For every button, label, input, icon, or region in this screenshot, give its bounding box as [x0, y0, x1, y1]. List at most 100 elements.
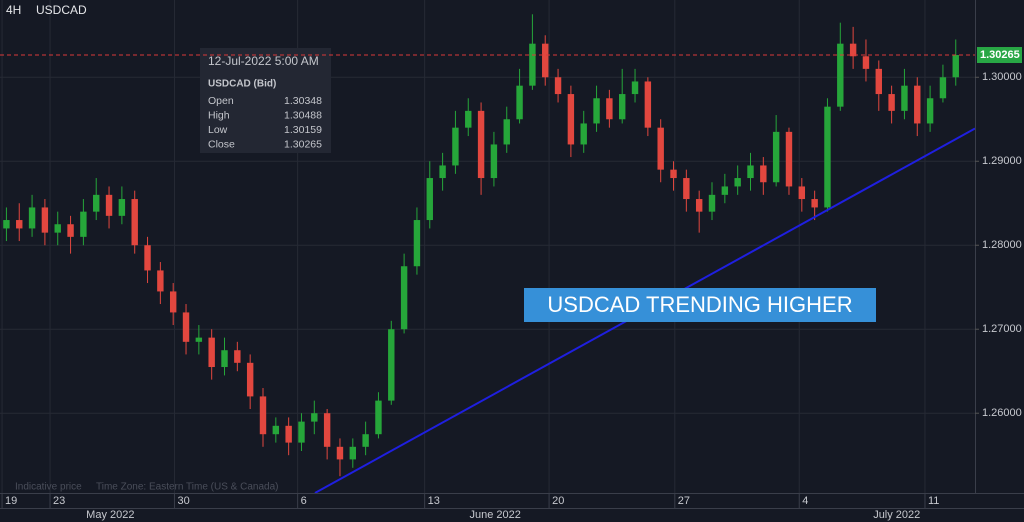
annotation-box: [524, 288, 876, 322]
candle-body: [837, 43, 844, 107]
candle-body: [529, 43, 536, 86]
tooltip-key: High: [208, 109, 230, 121]
x-tick-label: 19: [5, 495, 17, 507]
y-tick-label: 1.29000: [982, 155, 1022, 167]
tooltip-value: 1.30488: [284, 109, 322, 121]
month-label: July 2022: [873, 509, 920, 521]
candle-body: [477, 110, 485, 179]
candle-body: [503, 119, 510, 145]
tooltip-value: 1.30348: [284, 95, 322, 107]
tooltip-key: Open: [208, 95, 234, 107]
candle-body: [644, 81, 652, 128]
tooltip-instrument: USDCAD (Bid): [208, 79, 276, 90]
candle-body: [618, 94, 626, 120]
footnote: Time Zone: Eastern Time (US & Canada): [96, 482, 278, 493]
x-tick-label: 27: [678, 495, 690, 507]
tooltip-key: Low: [208, 124, 228, 136]
candle-body: [323, 413, 331, 447]
candle-body: [400, 266, 408, 330]
x-tick-label: 23: [53, 495, 65, 507]
candle-body: [798, 186, 806, 200]
candle-body: [144, 245, 151, 271]
candle-body: [785, 131, 793, 187]
tooltip-value: 1.30159: [284, 124, 322, 136]
candle-body: [567, 94, 575, 145]
tooltip-date: 12-Jul-2022 5:00 AM: [208, 54, 319, 68]
candle-body: [901, 85, 908, 111]
candle-body: [849, 43, 857, 57]
candle-body: [311, 413, 318, 422]
candle-body: [246, 362, 254, 397]
candle-body: [926, 98, 934, 124]
candle-body: [760, 165, 767, 183]
grid: [0, 0, 975, 493]
candle-body: [285, 425, 292, 443]
candle-body: [811, 199, 818, 208]
interval: 4H: [6, 3, 21, 17]
candle-body: [349, 446, 357, 460]
candle-body: [208, 337, 215, 368]
candle-body: [862, 56, 870, 69]
y-tick-label: 1.28000: [982, 239, 1022, 251]
candle-body: [259, 396, 267, 435]
candle-body: [105, 194, 113, 216]
y-tick-label: 1.26000: [982, 407, 1022, 419]
tooltip-key: Close: [208, 138, 235, 150]
tooltip-box: [200, 48, 331, 153]
tooltip-value: 1.30265: [284, 138, 322, 150]
candle-body: [465, 110, 472, 128]
candle-body: [593, 98, 600, 124]
x-tick-label: 30: [177, 495, 189, 507]
candle-body: [606, 98, 613, 120]
footnote: Indicative price: [15, 482, 82, 493]
candle-body: [28, 207, 36, 229]
candle-body: [747, 165, 754, 179]
candle-body: [16, 220, 23, 229]
candle-body: [939, 77, 947, 99]
candle-body: [439, 165, 446, 179]
candle-body: [67, 224, 74, 237]
candle-body: [131, 199, 138, 246]
candle-body: [914, 85, 921, 124]
candle-body: [182, 312, 190, 342]
x-tick-label: 20: [552, 495, 564, 507]
candle-body: [375, 400, 382, 435]
annotation: USDCAD TRENDING HIGHER: [547, 292, 852, 317]
candle-body: [234, 350, 241, 363]
candle-body: [657, 127, 664, 170]
x-tick-label: 6: [301, 495, 307, 507]
candle-body: [362, 434, 369, 447]
y-tick-label: 1.30000: [982, 71, 1022, 83]
candle-body: [554, 77, 562, 95]
candle-body: [169, 291, 177, 313]
candle-body: [157, 270, 164, 292]
candle-body: [516, 85, 523, 120]
candle-body: [695, 199, 703, 212]
candle-body: [490, 144, 498, 179]
candle-body: [875, 68, 882, 95]
x-tick-label: 4: [802, 495, 808, 507]
current-price-box: [977, 47, 1022, 64]
candle-body: [3, 220, 10, 229]
y-tick-label: 1.27000: [982, 323, 1022, 335]
candle-body: [721, 186, 729, 195]
candle-body: [298, 421, 305, 443]
symbol: USDCAD: [36, 3, 87, 17]
candle-body: [272, 425, 280, 435]
candle-body: [93, 194, 100, 212]
month-label: May 2022: [86, 509, 134, 521]
candle-body: [54, 224, 61, 233]
candle-body: [580, 123, 587, 145]
candle-body: [426, 178, 433, 221]
candle-body: [336, 446, 344, 460]
candle-body: [683, 178, 690, 200]
candle-body: [41, 207, 49, 233]
candle-body: [80, 211, 87, 237]
candle-body: [824, 106, 831, 208]
candle-body: [388, 329, 395, 401]
candle-body: [221, 350, 228, 368]
x-tick-label: 13: [428, 495, 440, 507]
month-label: June 2022: [470, 509, 521, 521]
